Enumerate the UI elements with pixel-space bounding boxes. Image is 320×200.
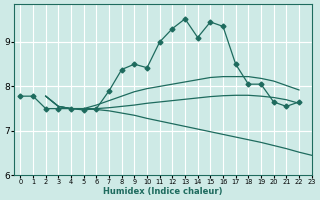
X-axis label: Humidex (Indice chaleur): Humidex (Indice chaleur) [103, 187, 223, 196]
